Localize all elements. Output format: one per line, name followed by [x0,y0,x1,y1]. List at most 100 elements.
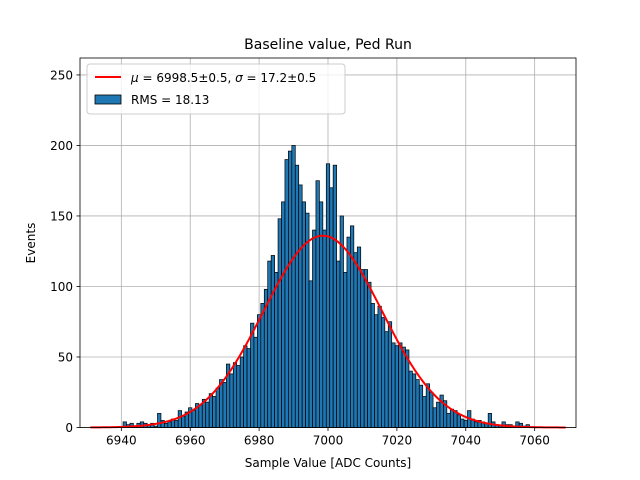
y-tick-label: 250 [50,68,73,82]
histogram-bar [205,401,210,428]
histogram-bar [463,420,468,428]
x-tick-label: 7020 [382,434,413,448]
x-axis-ticks: 6940 6960 6980 7000 7020 7040 7060 [106,427,550,448]
histogram-bar [370,303,375,428]
histogram-bar [212,396,217,428]
histogram-bar [288,150,293,428]
histogram-bar [474,421,479,428]
chart-title: Baseline value, Ped Run [244,37,412,53]
legend-fit-label: μ = 6998.5±0.5, σ = 17.2±0.5 [130,71,316,85]
histogram-bar [398,342,403,428]
histogram-bar [305,212,310,428]
histogram-bar [394,345,399,428]
histogram-bar [322,229,327,428]
histogram-bar [167,421,172,428]
histogram-bar [260,303,265,428]
histogram-bar [284,159,289,428]
histogram-bar [446,413,451,428]
histogram-bar [291,145,296,428]
legend-sigma-symbol: σ [235,71,243,85]
histogram-bar [164,422,169,428]
histogram-bar [432,407,437,428]
gaussian-fit-curve [90,234,566,429]
histogram-bar [329,187,334,428]
y-axis-label: Events [24,223,38,264]
histogram-bar [315,180,320,428]
legend-mu-value: = 6998.5±0.5, [139,71,235,85]
histogram-bar [294,164,300,428]
histogram-bar [343,272,348,428]
legend-hist-swatch [94,94,122,105]
y-tick-label: 200 [50,139,73,153]
histogram-bar [412,373,417,428]
histogram-bar [363,269,368,428]
histogram-bar [301,201,306,428]
x-tick-label: 7040 [451,434,482,448]
histogram-bar [456,414,461,428]
histogram-bar [257,314,262,428]
histogram-bar [401,346,406,428]
histogram-bar [267,260,272,428]
y-tick-label: 0 [65,421,73,435]
histogram-bar [312,229,317,428]
legend-sigma-value: = 17.2±0.5 [243,71,317,85]
histogram-bar [391,342,396,428]
histogram-bar [415,379,420,428]
histogram-bar [377,305,382,428]
histogram-bar [174,420,179,428]
histogram-bar [332,164,337,428]
histogram-bar [460,418,465,428]
histogram-bar [408,370,413,428]
histogram-bar [325,163,331,428]
y-tick-label: 150 [50,209,73,223]
histogram-bar [487,413,492,428]
histogram-bar [281,201,286,428]
histogram-bar [356,246,362,428]
histogram-bar [232,362,238,428]
histogram-bar [157,413,162,428]
histogram-bar [253,336,258,428]
legend-mu-symbol: μ [130,71,139,85]
histogram-bar [353,252,358,428]
legend-box [86,63,346,115]
histogram-bar [215,387,220,428]
histogram-bar [198,404,203,428]
x-tick-label: 7060 [519,434,550,448]
histogram-bar [360,269,365,428]
histogram-bar [384,331,389,428]
histogram-bar [298,184,303,428]
histogram-bar [346,236,351,428]
y-tick-label: 50 [58,350,73,364]
histogram-bar [449,408,455,428]
histogram-bar [367,281,372,428]
histogram-bar [222,382,227,428]
histogram-bar [229,373,234,428]
histogram-bar [239,356,244,428]
legend-hist-label: RMS = 18.13 [131,93,209,107]
x-axis-label: Sample Value [ADC Counts] [245,456,411,470]
histogram-bar [308,280,313,428]
histogram-bar [219,379,224,428]
histogram-bar [274,272,279,428]
x-tick-label: 7000 [313,434,344,448]
histogram-bar [436,401,441,428]
histogram-bar [387,321,393,428]
histogram-bar [243,345,248,428]
histogram-bar [418,384,424,428]
y-tick-label: 100 [50,280,73,294]
histogram-bar [374,314,379,428]
histogram-bar [246,348,251,428]
histogram-bar [381,317,386,428]
histogram-bar [177,410,182,428]
histogram-bar [270,255,275,428]
x-tick-label: 6960 [175,434,206,448]
x-tick-label: 6980 [244,434,275,448]
legend: μ = 6998.5±0.5, σ = 17.2±0.5 RMS = 18.13 [86,63,346,115]
histogram-bar [336,260,341,428]
histogram-bar [250,322,255,428]
x-tick-label: 6940 [106,434,137,448]
y-axis-ticks: 0 50 100 150 200 250 [50,68,80,435]
histogram-bar [208,393,213,428]
histogram-bar [277,218,282,428]
